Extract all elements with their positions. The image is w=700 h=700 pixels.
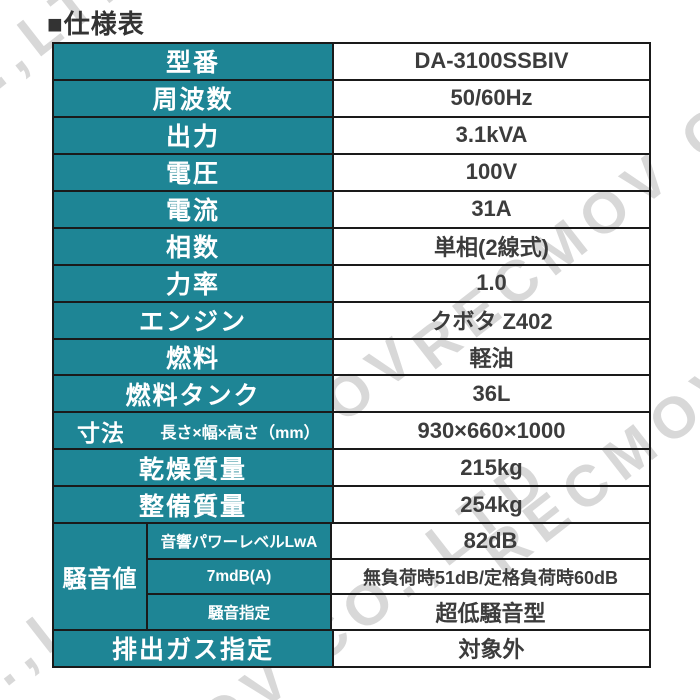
row-label: 相数 — [54, 228, 334, 264]
table-row-output: 出力 3.1kVA — [54, 117, 649, 155]
row-value: 215kg — [460, 454, 523, 480]
noise-subvalue: 82dB — [463, 527, 518, 553]
row-value: 軽油 — [469, 345, 514, 371]
table-row-service-weight: 整備質量 254kg — [54, 487, 649, 525]
row-value: 31A — [471, 196, 512, 222]
noise-subrow-designation: 騒音指定 超低騒音型 — [148, 595, 649, 630]
row-label: 電圧 — [54, 154, 334, 190]
table-row-dimensions: 寸法 長さ×幅×高さ（mm） 930×660×1000 — [54, 413, 649, 451]
row-value: 単相(2線式) — [434, 235, 549, 261]
noise-sublabel: 騒音指定 — [148, 595, 332, 630]
table-row-phase: 相数 単相(2線式) — [54, 228, 649, 266]
row-value: DA-3100SSBIV — [414, 48, 569, 74]
row-label: 力率 — [54, 265, 334, 301]
row-value: 36L — [472, 380, 511, 406]
page-title: ■仕様表 — [47, 9, 145, 39]
table-row-voltage: 電圧 100V — [54, 154, 649, 192]
spec-table: 型番 DA-3100SSBIV 周波数 50/60Hz 出力 3.1kVA 電圧… — [52, 42, 651, 668]
table-row-exhaust: 排出ガス指定 対象外 — [54, 631, 649, 666]
table-row-power-factor: 力率 1.0 — [54, 265, 649, 303]
row-label: エンジン — [54, 302, 334, 338]
table-row-dry-weight: 乾燥質量 215kg — [54, 450, 649, 488]
noise-subvalue: 超低騒音型 — [435, 601, 546, 627]
table-row-current: 電流 31A — [54, 191, 649, 229]
noise-section-label: 騒音値 — [54, 524, 148, 630]
noise-subrow-7m: 7mdB(A) 無負荷時51dB/定格負荷時60dB — [148, 559, 649, 596]
row-label: 排出ガス指定 — [54, 631, 334, 666]
noise-section-body: 音響パワーレベルLwA 82dB 7mdB(A) 無負荷時51dB/定格負荷時6… — [148, 524, 649, 630]
noise-sublabel: 音響パワーレベルLwA — [148, 524, 332, 558]
noise-subvalue: 無負荷時51dB/定格負荷時60dB — [362, 567, 619, 588]
table-row-noise: 騒音値 音響パワーレベルLwA 82dB 7mdB(A) 無負荷時51dB/定格… — [54, 524, 649, 632]
noise-sublabel: 7mdB(A) — [148, 559, 332, 594]
row-value: 50/60Hz — [450, 85, 533, 111]
row-label: 整備質量 — [54, 487, 334, 523]
noise-subrow-lwa: 音響パワーレベルLwA 82dB — [148, 524, 649, 560]
table-row-model: 型番 DA-3100SSBIV — [54, 44, 649, 81]
row-label: 寸法 長さ×幅×高さ（mm） — [54, 413, 334, 449]
row-value: 254kg — [460, 491, 523, 517]
dimensions-label: 寸法 — [77, 419, 125, 446]
row-label: 電流 — [54, 191, 334, 227]
row-label: 燃料 — [54, 339, 334, 375]
row-value: 100V — [465, 159, 518, 185]
table-row-fuel: 燃料 軽油 — [54, 339, 649, 377]
row-label: 燃料タンク — [54, 376, 334, 412]
table-row-frequency: 周波数 50/60Hz — [54, 80, 649, 118]
dimensions-sub-label: 長さ×幅×高さ（mm） — [160, 424, 320, 442]
table-row-engine: エンジン クボタ Z402 — [54, 302, 649, 340]
row-label: 型番 — [54, 44, 334, 79]
row-value: 1.0 — [476, 270, 507, 296]
row-value: クボタ Z402 — [430, 309, 553, 335]
row-value: 930×660×1000 — [417, 417, 566, 443]
row-value: 対象外 — [458, 637, 525, 663]
row-label: 出力 — [54, 117, 334, 153]
row-label: 周波数 — [54, 80, 334, 116]
row-label: 乾燥質量 — [54, 450, 334, 486]
row-value: 3.1kVA — [455, 122, 528, 148]
table-row-fuel-tank: 燃料タンク 36L — [54, 376, 649, 414]
